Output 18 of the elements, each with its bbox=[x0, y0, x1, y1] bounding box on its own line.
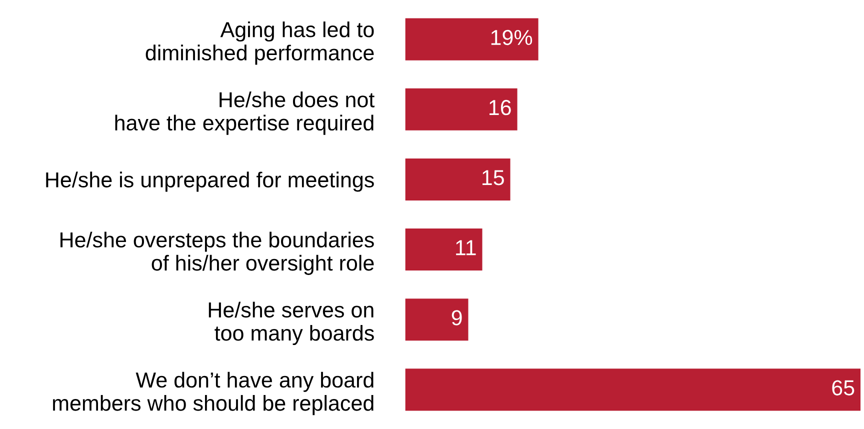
bar bbox=[405, 368, 861, 411]
data-label: 9 bbox=[452, 310, 462, 326]
bar bbox=[405, 158, 510, 200]
data-label: 65 bbox=[832, 380, 854, 396]
y-tick-label: He/she serves on too many boards bbox=[208, 302, 374, 346]
bar bbox=[405, 88, 518, 130]
y-tick-label: He/she is unprepared for meetings bbox=[46, 172, 374, 192]
y-tick-label: He/she does not have the expertise required bbox=[115, 92, 375, 135]
bar bbox=[405, 228, 482, 271]
data-label: 11 bbox=[456, 240, 476, 256]
y-tick-label: We don’t have any board members who should be replaced bbox=[53, 372, 374, 416]
y-tick-label: He/she oversteps the boundaries of his/her oversight role bbox=[60, 232, 374, 275]
data-label: 15 bbox=[482, 170, 504, 186]
bar bbox=[405, 298, 468, 341]
y-tick-label: Aging has led to diminished performance bbox=[146, 21, 374, 65]
data-label: 19% bbox=[491, 30, 532, 46]
data-label: 16 bbox=[490, 100, 511, 116]
bar bbox=[405, 18, 538, 60]
